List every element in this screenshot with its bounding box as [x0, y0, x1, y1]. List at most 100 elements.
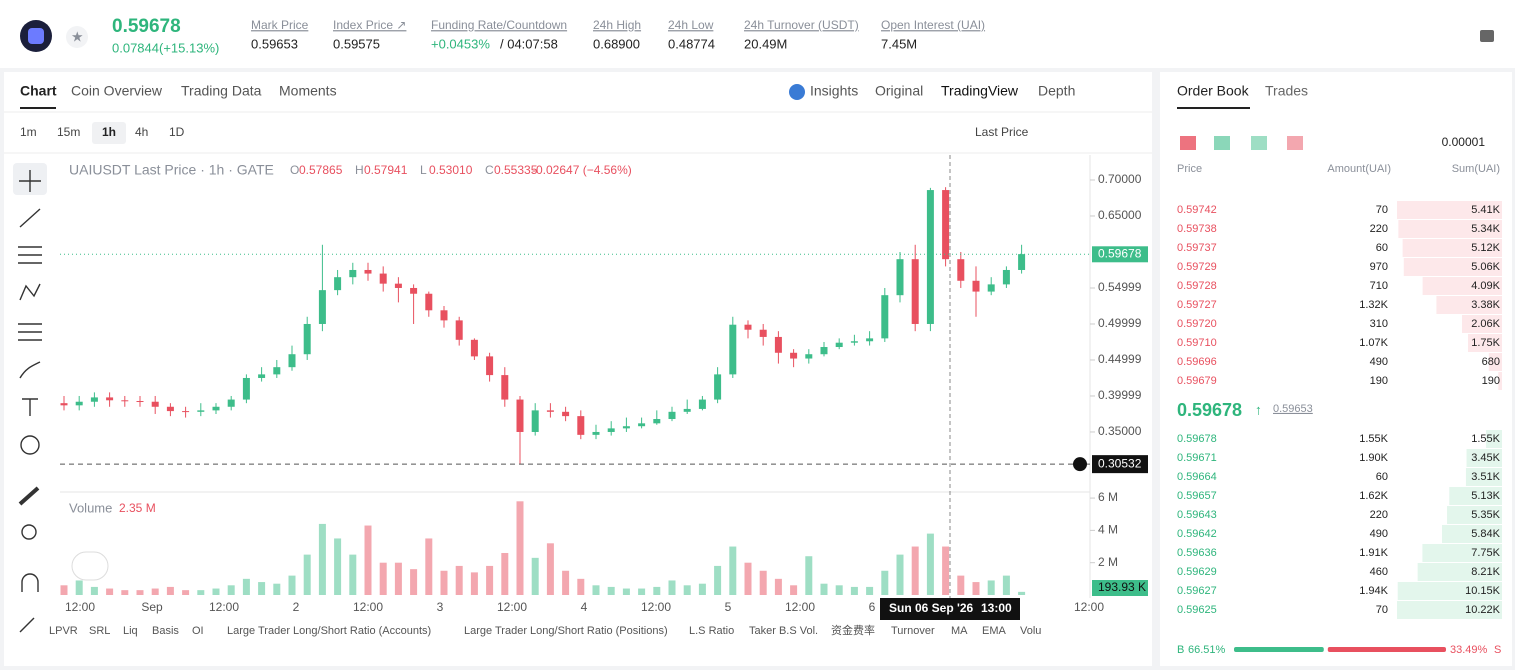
- book-amount: 1.55K: [1359, 433, 1388, 445]
- precision[interactable]: 0.00001: [1442, 135, 1486, 149]
- channel-tool[interactable]: [18, 246, 42, 264]
- add-alert[interactable]: [1073, 457, 1087, 472]
- chart-tab[interactable]: Trading Data: [181, 83, 262, 99]
- volume-bar: [850, 586, 858, 595]
- indicator-tab[interactable]: Large Trader Long/Short Ratio (Accounts): [227, 625, 431, 637]
- interval[interactable]: 4h: [135, 125, 148, 139]
- book-amount: 1.07K: [1359, 337, 1388, 349]
- indicator-tab[interactable]: SRL: [89, 625, 110, 637]
- y-tick-label: 0.70000: [1098, 172, 1142, 186]
- book-price[interactable]: 0.59738: [1177, 223, 1217, 235]
- insights-icon: [789, 84, 805, 100]
- indicator-tab[interactable]: L.S Ratio: [689, 625, 734, 637]
- crosshair-tool[interactable]: [19, 170, 41, 192]
- book-price[interactable]: 0.59727: [1177, 299, 1217, 311]
- candle-body: [866, 338, 874, 342]
- indicator-tab[interactable]: Taker B.S Vol.: [749, 625, 818, 637]
- price-type[interactable]: Last Price: [975, 125, 1029, 139]
- interval[interactable]: 1m: [20, 125, 37, 139]
- indicator-tab[interactable]: MA: [951, 625, 968, 637]
- volume-bar: [242, 578, 250, 595]
- volume-bar: [212, 588, 220, 595]
- depth-bar: [1488, 353, 1502, 371]
- book-price[interactable]: 0.59678: [1177, 433, 1217, 445]
- book-price[interactable]: 0.59636: [1177, 547, 1217, 559]
- book-view-icon[interactable]: [1180, 136, 1196, 150]
- coin-logo-mark: [28, 28, 44, 44]
- magnet-tool[interactable]: [21, 573, 39, 592]
- book-view-icon[interactable]: [1214, 136, 1230, 150]
- book-price[interactable]: 0.59742: [1177, 204, 1217, 216]
- indicator-tab[interactable]: Large Trader Long/Short Ratio (Positions…: [464, 625, 668, 637]
- volume-bar: [562, 570, 570, 595]
- buy-key: B: [1177, 644, 1184, 656]
- menu-icon[interactable]: [1480, 30, 1494, 42]
- book-view-icon[interactable]: [1287, 136, 1303, 150]
- candle-body: [242, 377, 250, 400]
- view-tab[interactable]: Original: [875, 83, 923, 99]
- book-price[interactable]: 0.59625: [1177, 604, 1217, 616]
- book-price[interactable]: 0.59696: [1177, 356, 1217, 368]
- book-last-price: 0.59678: [1177, 400, 1242, 420]
- book-price[interactable]: 0.59729: [1177, 261, 1217, 273]
- pencil-tool[interactable]: [19, 617, 35, 633]
- book-price[interactable]: 0.59657: [1177, 490, 1217, 502]
- book-price[interactable]: 0.59643: [1177, 509, 1217, 521]
- book-view-icon[interactable]: [1251, 136, 1267, 150]
- book-price[interactable]: 0.59642: [1177, 528, 1217, 540]
- fib-tool[interactable]: [18, 323, 42, 341]
- view-tab[interactable]: Insights: [810, 83, 858, 99]
- book-price[interactable]: 0.59710: [1177, 337, 1217, 349]
- book-price[interactable]: 0.59737: [1177, 242, 1217, 254]
- ruler-tool[interactable]: [18, 486, 40, 506]
- chart-tab[interactable]: Coin Overview: [71, 83, 163, 99]
- book-price[interactable]: 0.59664: [1177, 471, 1217, 483]
- indicator-tab[interactable]: EMA: [982, 625, 1007, 637]
- brush-tool[interactable]: [19, 361, 41, 379]
- indicator-tab[interactable]: Basis: [152, 625, 179, 637]
- indicator-tab[interactable]: Volu: [1020, 625, 1041, 637]
- active-interval: [92, 122, 126, 144]
- x-tick-label: 5: [725, 600, 732, 614]
- depth-bar: [1486, 430, 1502, 448]
- favorite-button[interactable]: [66, 26, 88, 48]
- candle-body: [379, 273, 387, 284]
- volume-bar: [394, 562, 402, 595]
- interval[interactable]: 1h: [102, 125, 116, 139]
- interval[interactable]: 15m: [57, 125, 80, 139]
- zoom-tool[interactable]: [21, 524, 37, 540]
- book-price[interactable]: 0.59671: [1177, 452, 1217, 464]
- indicator-tab[interactable]: OI: [192, 625, 204, 637]
- pattern-tool[interactable]: [19, 283, 41, 301]
- chart-tab[interactable]: Chart: [20, 83, 57, 99]
- view-tab[interactable]: TradingView: [941, 83, 1019, 99]
- chart-tab[interactable]: Moments: [279, 83, 337, 99]
- text-tool[interactable]: [22, 398, 38, 416]
- book-price[interactable]: 0.59728: [1177, 280, 1217, 292]
- book-tab[interactable]: Order Book: [1177, 83, 1250, 99]
- indicator-tab[interactable]: 资金费率: [831, 623, 875, 637]
- line-tool[interactable]: [19, 208, 41, 228]
- emoji-tool[interactable]: [20, 435, 40, 455]
- book-sum: 10.15K: [1465, 585, 1501, 597]
- top-bar: [0, 0, 1515, 68]
- book-price[interactable]: 0.59627: [1177, 585, 1217, 597]
- indicator-tab[interactable]: LPVR: [49, 625, 78, 637]
- candle-body: [638, 423, 646, 427]
- book-price[interactable]: 0.59720: [1177, 318, 1217, 330]
- book-amount: 1.91K: [1359, 547, 1388, 559]
- book-price[interactable]: 0.59679: [1177, 375, 1217, 387]
- volume-tick-label: 2 M: [1098, 555, 1118, 569]
- book-tab[interactable]: Trades: [1265, 83, 1308, 99]
- indicator-tab[interactable]: Liq: [123, 625, 138, 637]
- view-tab[interactable]: Depth: [1038, 83, 1075, 99]
- candle-body: [227, 399, 235, 407]
- volume-bar: [501, 552, 509, 595]
- interval[interactable]: 1D: [169, 125, 185, 139]
- candle-body: [182, 411, 190, 413]
- indicator-tab[interactable]: Turnover: [891, 625, 935, 637]
- favorite-star[interactable]: ★: [71, 29, 84, 45]
- legend-key: L: [420, 163, 427, 177]
- book-price[interactable]: 0.59629: [1177, 566, 1217, 578]
- book-amount: 220: [1370, 509, 1388, 521]
